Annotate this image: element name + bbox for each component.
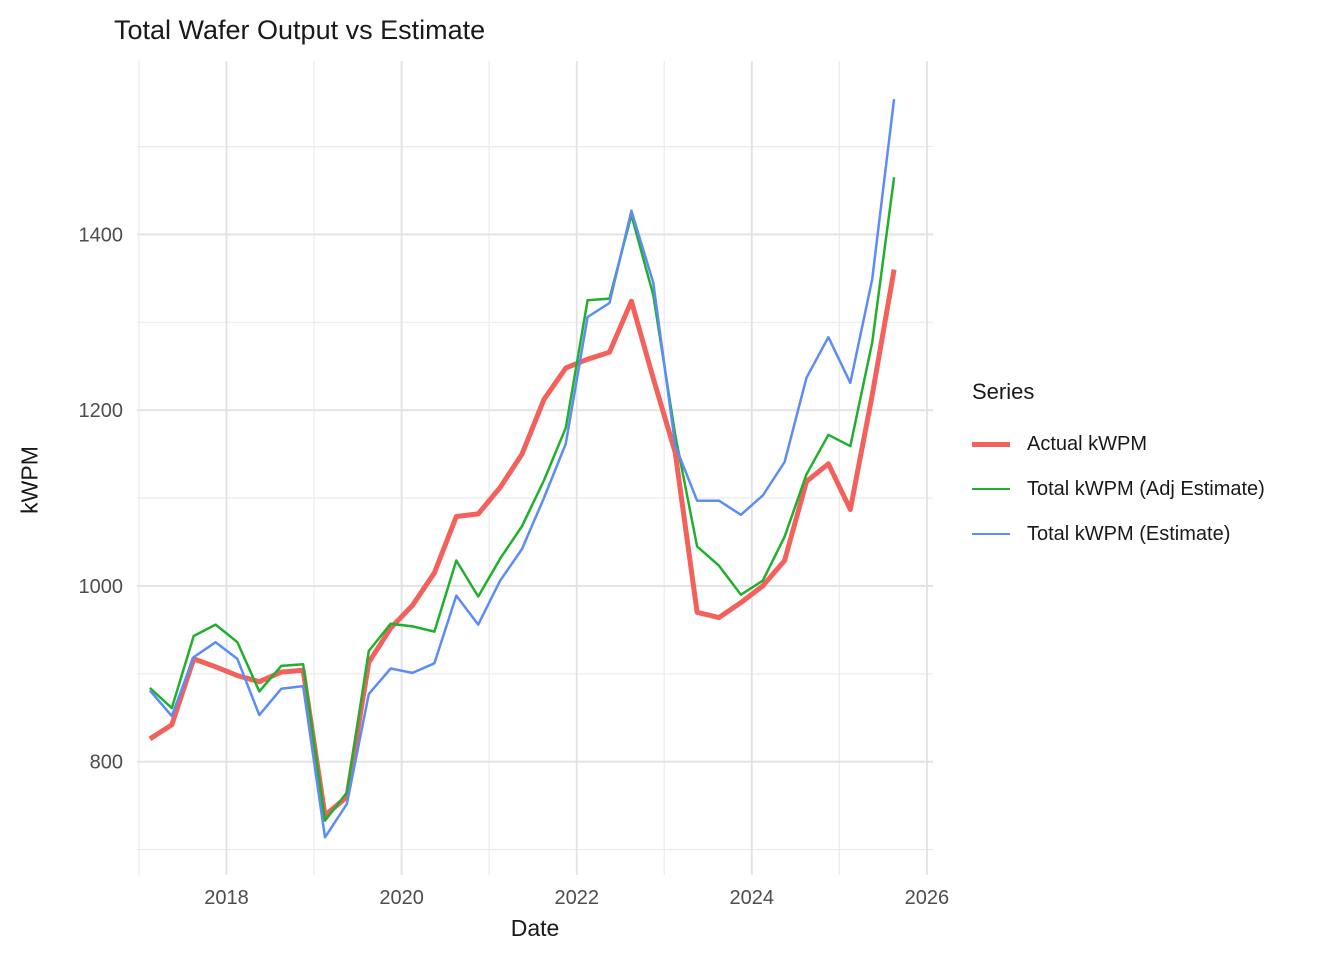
legend-item-total-kwpm-estimate: Total kWPM (Estimate) [972, 521, 1230, 547]
legend-label: Total kWPM (Estimate) [1027, 522, 1231, 545]
x-axis-title: Date [510, 915, 560, 941]
legend-item-actual-kwpm: Actual kWPM [972, 431, 1147, 457]
legend-key-line [972, 487, 1010, 491]
x-tick-label-2018: 2018 [204, 887, 249, 909]
legend-key-line [972, 441, 1010, 447]
y-tick-label-1000: 1000 [79, 576, 124, 598]
legend-item-total-kwpm-adj-estimate: Total kWPM (Adj Estimate) [972, 476, 1265, 502]
y-tick-label-1200: 1200 [79, 400, 124, 422]
legend-label: Actual kWPM [1027, 432, 1148, 455]
chart-title: Total Wafer Output vs Estimate [114, 15, 486, 45]
legend-label: Total kWPM (Adj Estimate) [1027, 477, 1265, 500]
x-tick-label-2024: 2024 [730, 887, 775, 909]
series-line-total-kwpm-estimate [148, 98, 896, 839]
legend-title: Series [972, 379, 1035, 404]
legend: Series Actual kWPM Total kWPM (Adj Estima… [972, 0, 1342, 960]
y-tick-label-800: 800 [90, 752, 123, 774]
x-tick-label-2020: 2020 [379, 887, 424, 909]
legend-key-line [972, 532, 1010, 536]
y-tick-label-1400: 1400 [79, 224, 124, 246]
x-tick-label-2026: 2026 [905, 887, 950, 909]
y-axis-title: kWPM [16, 446, 43, 514]
x-tick-label-2022: 2022 [554, 887, 599, 909]
series-line-total-kwpm-adj-estimate [149, 177, 896, 822]
